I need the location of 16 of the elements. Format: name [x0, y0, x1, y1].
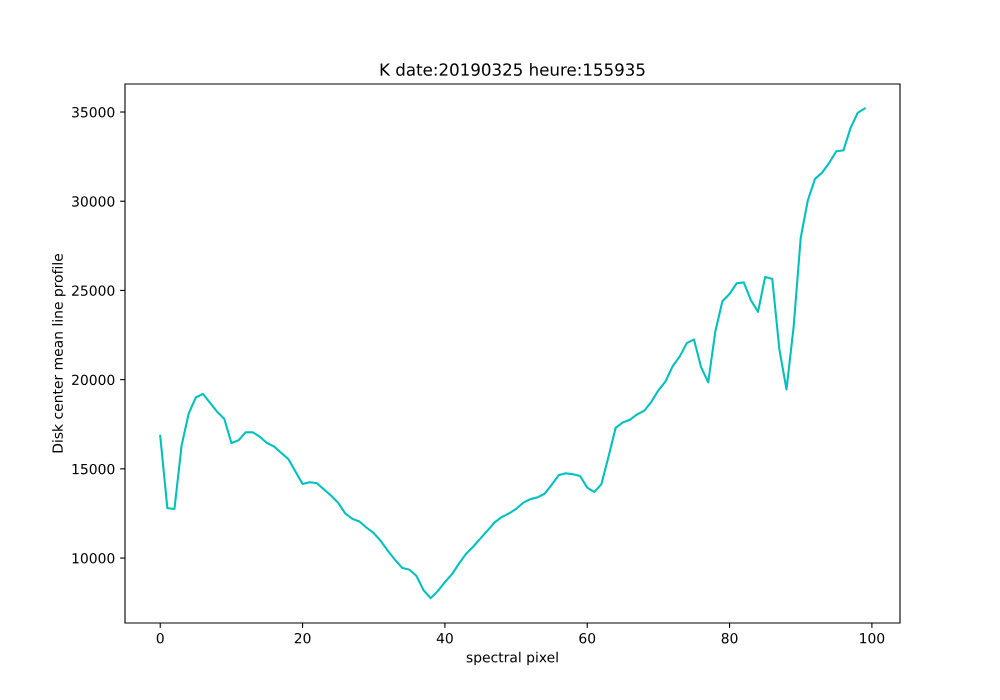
x-axis-title: spectral pixel	[466, 652, 558, 666]
x-tick-label: 0	[156, 632, 164, 644]
y-tick-label: 10000	[72, 553, 114, 564]
x-tick-label: 60	[579, 632, 596, 644]
y-tick-label: 30000	[72, 196, 114, 207]
y-tick-label: 20000	[72, 374, 114, 386]
x-tick-label: 80	[722, 632, 738, 644]
y-tick-label: 15000	[72, 464, 114, 474]
y-axis-title: Disk center mean line profile	[52, 254, 66, 452]
x-tick-label: 100	[860, 632, 884, 644]
y-tick-label: 35000	[72, 106, 114, 118]
y-tick-label: 25000	[72, 285, 114, 296]
x-tick-label: 40	[436, 632, 453, 644]
chart-title: K date:20190325 heure:155935	[380, 63, 644, 76]
line-series	[159, 107, 866, 600]
x-tick-label: 20	[294, 632, 310, 644]
